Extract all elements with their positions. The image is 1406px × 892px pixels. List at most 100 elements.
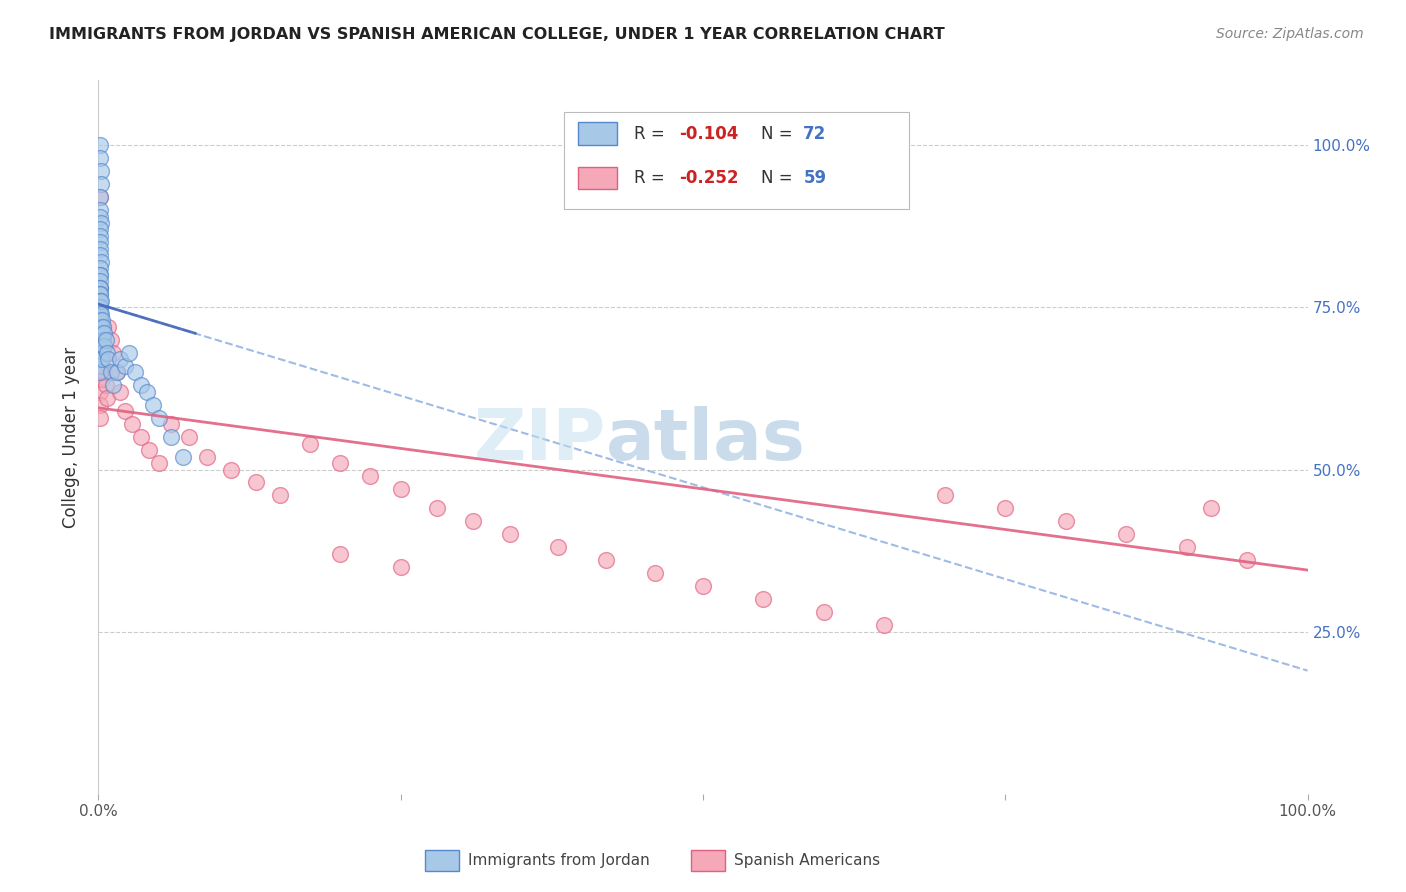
Point [89, 287, 111, 301]
Point [89, 345, 111, 359]
Point [91, 372, 114, 386]
Point [172, 450, 194, 464]
Point [97, 319, 120, 334]
Point [89, 293, 111, 308]
Point [89, 359, 111, 373]
Text: R =: R = [634, 169, 671, 187]
Point [93, 326, 115, 341]
Point [873, 618, 896, 632]
Bar [690, 849, 724, 871]
Point [94, 378, 117, 392]
Point [89, 151, 111, 165]
Point [93, 339, 115, 353]
Text: Source: ZipAtlas.com: Source: ZipAtlas.com [1216, 27, 1364, 41]
FancyBboxPatch shape [564, 112, 908, 209]
Point [124, 365, 146, 379]
Point [91, 339, 114, 353]
Point [105, 365, 128, 379]
Point [389, 482, 412, 496]
Point [89, 293, 111, 308]
Point [91, 326, 114, 341]
Point [91, 319, 114, 334]
Point [89, 313, 111, 327]
Point [138, 443, 160, 458]
Point [91, 313, 114, 327]
Point [118, 345, 141, 359]
Point [89, 268, 111, 282]
Point [89, 326, 111, 341]
Point [1115, 527, 1137, 541]
Point [89, 242, 111, 256]
Point [90, 319, 112, 334]
Point [89, 261, 111, 276]
Point [148, 456, 170, 470]
Point [89, 410, 111, 425]
Point [692, 579, 714, 593]
Point [89, 307, 111, 321]
Point [90, 255, 112, 269]
Point [108, 352, 131, 367]
Point [1236, 553, 1258, 567]
Point [100, 365, 122, 379]
Point [498, 527, 520, 541]
Point [1199, 501, 1222, 516]
Point [100, 333, 122, 347]
Point [101, 345, 124, 359]
Point [108, 384, 131, 399]
Point [89, 281, 111, 295]
Point [101, 378, 124, 392]
Point [97, 352, 120, 367]
Point [752, 592, 775, 607]
Text: N =: N = [761, 125, 799, 143]
Point [89, 319, 111, 334]
Text: R =: R = [634, 125, 671, 143]
Point [89, 202, 111, 217]
Point [90, 164, 112, 178]
Point [160, 430, 183, 444]
Point [89, 345, 111, 359]
Point [360, 469, 382, 483]
Text: ZIP: ZIP [474, 406, 606, 475]
Point [89, 235, 111, 250]
Point [644, 566, 666, 581]
Point [195, 450, 218, 464]
Point [89, 281, 111, 295]
Point [89, 307, 111, 321]
Point [148, 410, 170, 425]
Point [1054, 515, 1077, 529]
Point [89, 352, 111, 367]
Point [91, 333, 114, 347]
Bar [425, 849, 458, 871]
Point [142, 398, 165, 412]
Point [89, 190, 111, 204]
Point [89, 268, 111, 282]
Text: Immigrants from Jordan: Immigrants from Jordan [468, 853, 650, 868]
Point [89, 384, 111, 399]
Text: -0.252: -0.252 [679, 169, 738, 187]
Point [89, 345, 111, 359]
Point [114, 359, 136, 373]
Point [96, 345, 118, 359]
Point [595, 553, 617, 567]
Point [89, 333, 111, 347]
Point [114, 404, 136, 418]
Point [329, 547, 352, 561]
Point [160, 417, 183, 431]
Point [89, 398, 111, 412]
Text: Spanish Americans: Spanish Americans [734, 853, 880, 868]
Point [91, 352, 114, 367]
Point [89, 319, 111, 334]
Point [89, 301, 111, 315]
Point [105, 365, 128, 379]
Bar [578, 167, 617, 189]
Point [89, 365, 111, 379]
Point [89, 287, 111, 301]
Point [389, 559, 412, 574]
Point [90, 345, 112, 359]
Point [994, 501, 1017, 516]
Text: 59: 59 [803, 169, 827, 187]
Point [221, 462, 243, 476]
Point [463, 515, 485, 529]
Point [89, 352, 111, 367]
Point [91, 319, 114, 334]
